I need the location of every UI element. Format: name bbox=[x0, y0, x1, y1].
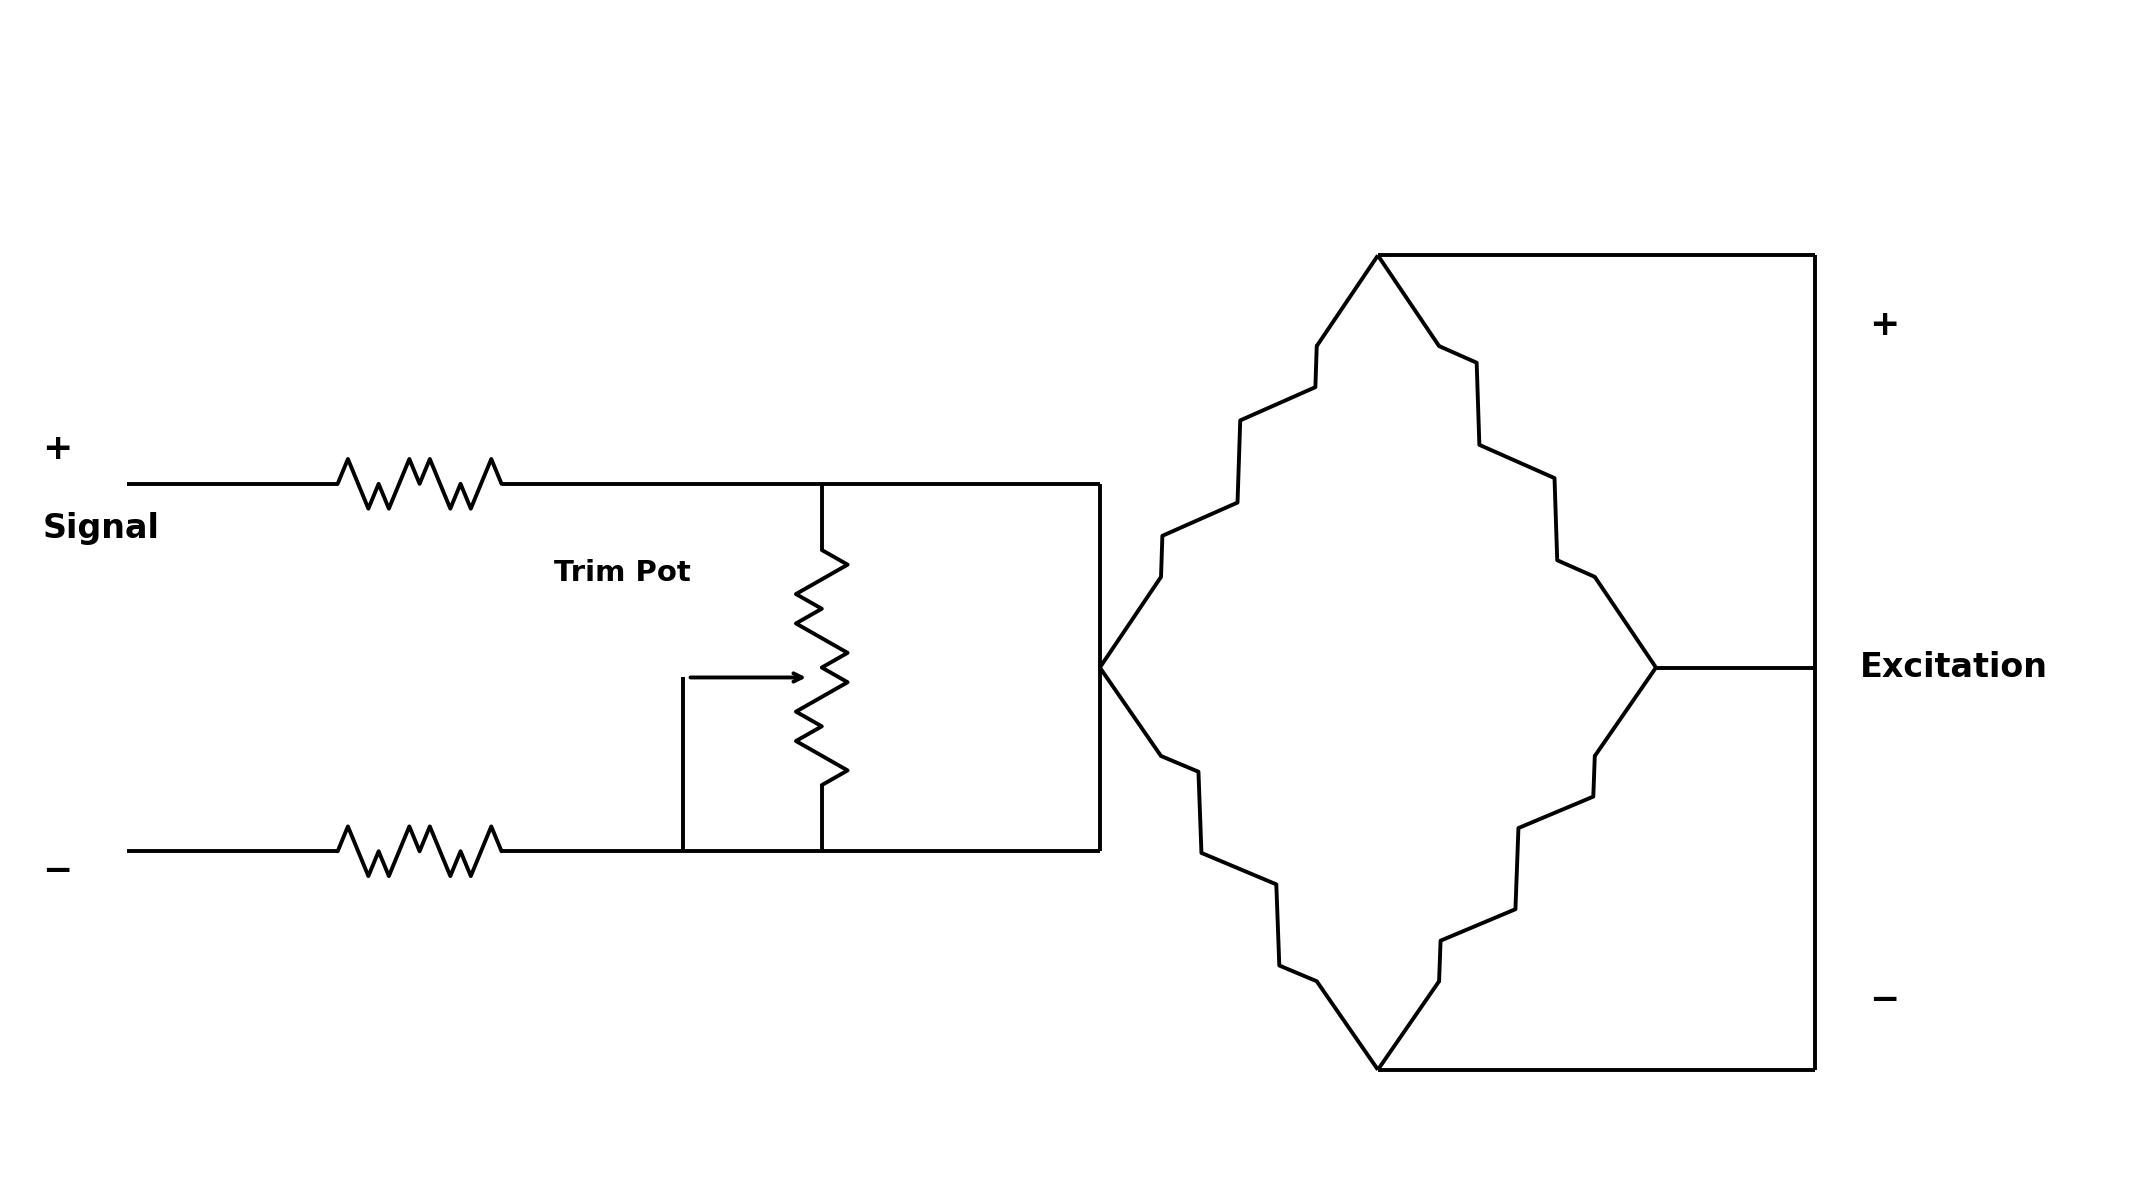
Text: Excitation: Excitation bbox=[1858, 651, 2048, 685]
Text: −: − bbox=[1869, 983, 1899, 1018]
Text: −: − bbox=[43, 854, 73, 888]
Text: Trim Pot: Trim Pot bbox=[554, 559, 690, 587]
Text: +: + bbox=[1869, 308, 1899, 342]
Text: Signal: Signal bbox=[43, 512, 160, 545]
Text: +: + bbox=[43, 432, 73, 466]
